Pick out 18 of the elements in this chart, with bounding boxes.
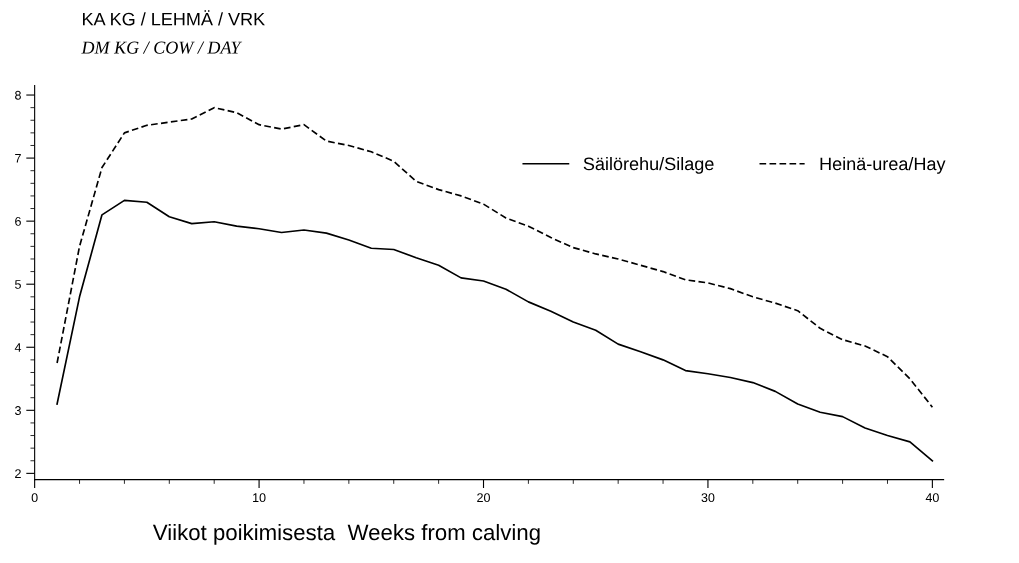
x-tick-label: 0 (31, 493, 38, 503)
y-tick-label: 8 (15, 90, 21, 100)
y-tick-label: 5 (15, 280, 21, 289)
y-tick-label: 3 (14, 406, 21, 415)
y-tick-label: 2 (15, 469, 21, 478)
y-tick-label: 6 (15, 216, 21, 226)
x-tick-label: 30 (701, 493, 715, 503)
legend-label: Heinä-urea/Hay (820, 157, 946, 174)
legend-label: Säilörehu/Silage (583, 157, 714, 174)
x-tick-label: 40 (925, 493, 939, 503)
line-series (56, 199, 934, 462)
x-axis-title: Viikot poikimisesta Weeks from calving (152, 523, 540, 545)
x-tick-label: 20 (477, 493, 490, 503)
x-tick-label: 10 (253, 493, 266, 503)
y-tick-label: 4 (14, 343, 22, 352)
y-tick-label: 7 (15, 154, 21, 163)
chart-title: KA KG / LEHMÄ / VRK (83, 10, 265, 26)
chart-subtitle: DM KG / COW / DAY (81, 41, 243, 54)
